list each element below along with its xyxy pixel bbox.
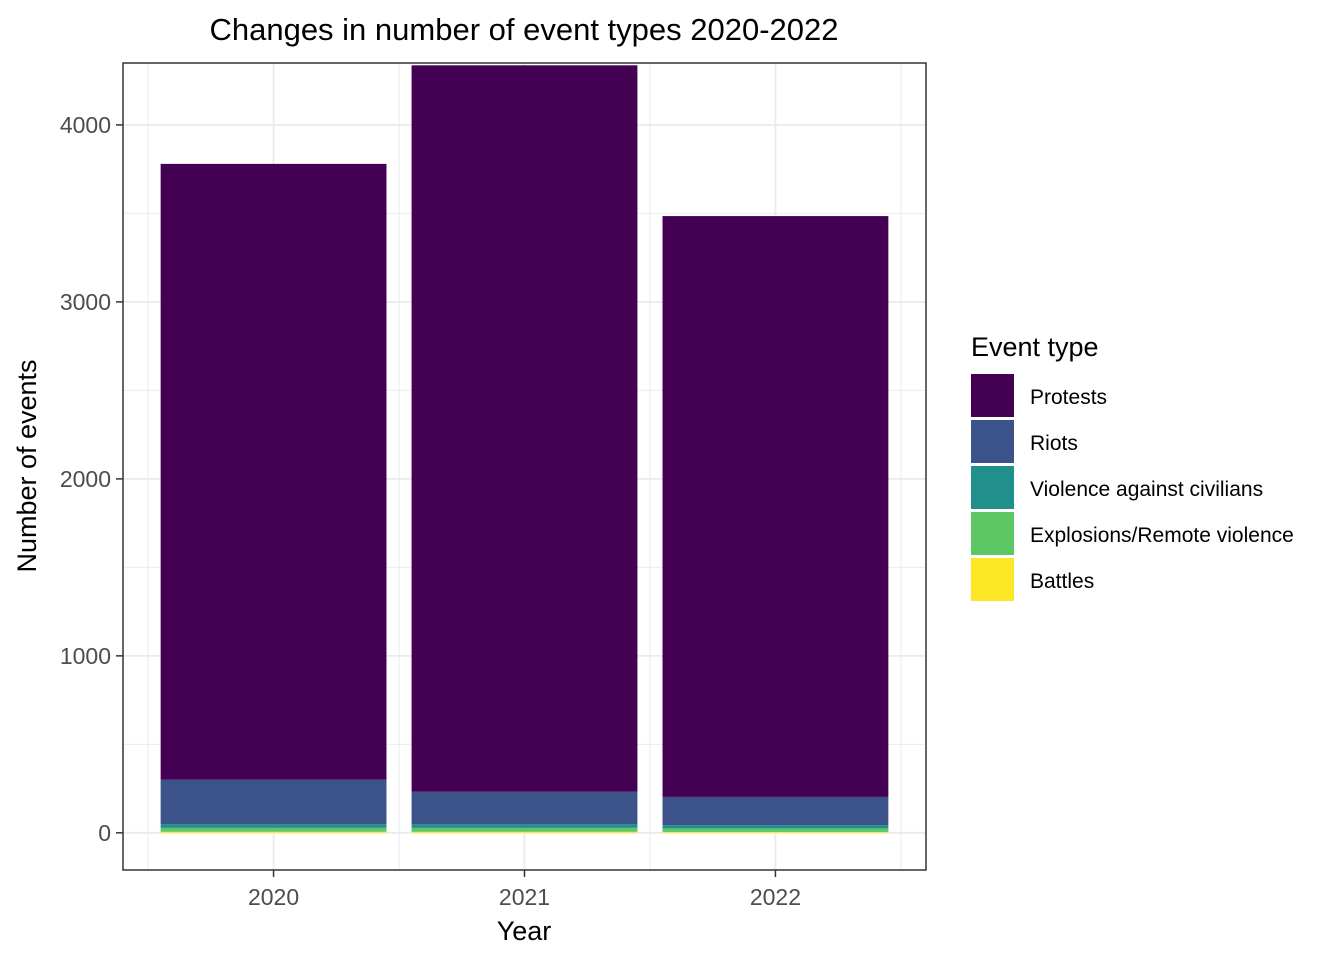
bar-segment-explosions-remote-violence-2021 — [411, 827, 638, 832]
legend-key-violence-against-civilians — [971, 466, 1014, 509]
legend-label-riots: Riots — [1030, 432, 1078, 455]
bar-segment-riots-2022 — [662, 796, 889, 826]
x-tick-label: 2020 — [248, 884, 299, 910]
plot-area: 0 1000 2000 3000 4000 2020 2021 2022 — [60, 62, 927, 910]
legend-key-explosions-remote-violence — [971, 512, 1014, 555]
y-tick-label: 4000 — [60, 112, 111, 138]
legend-label-violence-against-civilians: Violence against civilians — [1030, 478, 1263, 501]
bar-segment-violence-against-civilians-2020 — [160, 824, 387, 828]
y-tick-label: 1000 — [60, 643, 111, 669]
legend-label-explosions-remote-violence: Explosions/Remote violence — [1030, 524, 1294, 547]
chart-title: Changes in number of event types 2020-20… — [209, 12, 838, 47]
y-axis-title: Number of events — [12, 359, 42, 572]
bar-segment-battles-2020 — [160, 831, 387, 833]
legend-title: Event type — [971, 332, 1099, 362]
legend-label-protests: Protests — [1030, 386, 1107, 409]
bar-segment-explosions-remote-violence-2022 — [662, 828, 889, 832]
bar-segment-protests-2020 — [160, 163, 387, 780]
legend-key-riots — [971, 420, 1014, 463]
legend-items: Protests Riots Violence against civilians E… — [971, 374, 1294, 601]
legend: Event type Protests Riots Violence against… — [971, 332, 1294, 601]
bar-segment-protests-2022 — [662, 216, 889, 797]
x-tick-label: 2021 — [499, 884, 550, 910]
bar-segment-riots-2021 — [411, 791, 638, 825]
y-tick-label: 2000 — [60, 466, 111, 492]
legend-key-battles — [971, 558, 1014, 601]
bar-segment-battles-2022 — [662, 831, 889, 833]
bar-segment-violence-against-civilians-2022 — [662, 825, 889, 829]
legend-key-protests — [971, 374, 1014, 417]
x-axis-title: Year — [497, 916, 552, 946]
legend-label-battles: Battles — [1030, 570, 1094, 593]
x-tick-label: 2022 — [750, 884, 801, 910]
bar-segment-violence-against-civilians-2021 — [411, 824, 638, 828]
bar-segment-explosions-remote-violence-2020 — [160, 827, 387, 832]
bar-segment-protests-2021 — [411, 65, 638, 792]
bar-segment-battles-2021 — [411, 831, 638, 833]
bar-segment-riots-2020 — [160, 779, 387, 825]
y-tick-label: 0 — [98, 820, 111, 846]
y-tick-label: 3000 — [60, 289, 111, 315]
